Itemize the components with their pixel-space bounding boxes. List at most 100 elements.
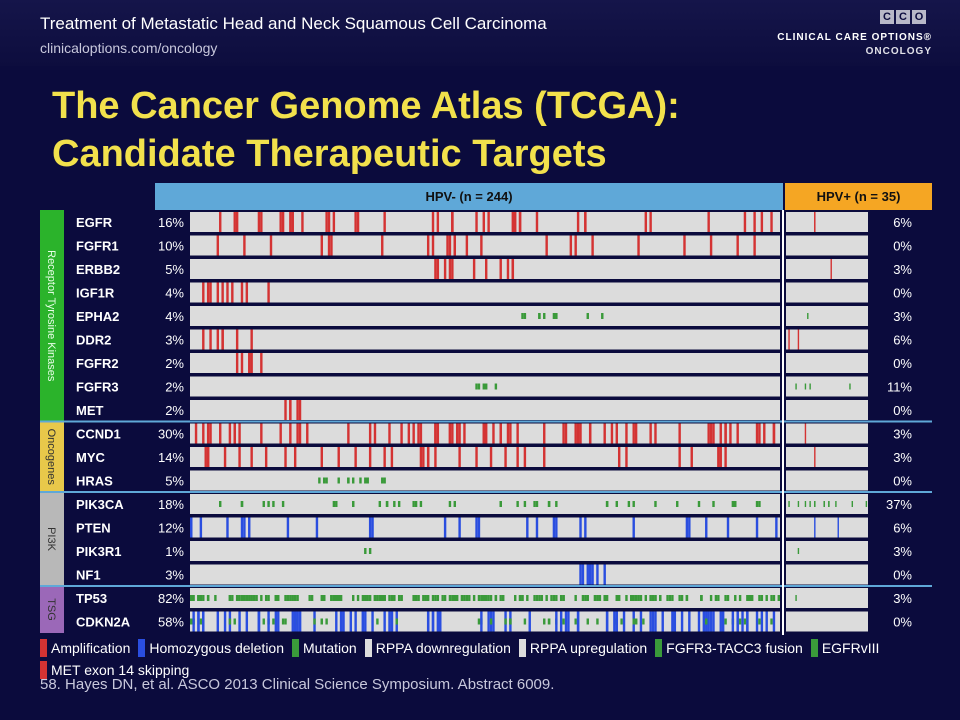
alteration-mark (373, 595, 377, 601)
alteration-mark (235, 212, 239, 232)
alteration-mark (455, 423, 459, 444)
alteration-mark (709, 611, 713, 632)
alteration-mark (581, 564, 585, 585)
alteration-mark (823, 501, 825, 507)
alteration-mark (368, 595, 372, 601)
alteration-mark (378, 595, 382, 601)
alteration-mark (523, 447, 527, 467)
alteration-mark (526, 517, 529, 538)
alteration-mark (286, 595, 290, 601)
alteration-mark (364, 477, 367, 484)
alteration-mark (581, 595, 585, 601)
alteration-mark (659, 595, 662, 601)
legend-item: RPPA downregulation (364, 637, 511, 659)
alteration-mark (235, 353, 239, 373)
alteration-mark (361, 611, 365, 632)
alteration-mark (724, 423, 727, 444)
alteration-mark (228, 595, 232, 601)
alteration-mark (475, 212, 478, 232)
alteration-mark (281, 618, 285, 625)
alteration-mark (707, 212, 710, 232)
legend-swatch (40, 639, 47, 657)
alteration-mark (458, 423, 461, 444)
alteration-mark (320, 447, 323, 467)
alteration-mark (630, 595, 633, 601)
alteration-mark (533, 595, 536, 601)
alteration-mark (214, 595, 217, 601)
hpv-pos-percent: 0% (893, 403, 912, 418)
alteration-mark (197, 595, 200, 601)
legend-swatch (40, 661, 47, 679)
alteration-mark (260, 595, 263, 601)
alteration-mark (190, 618, 193, 625)
alteration-mark (494, 595, 498, 601)
alteration-mark (364, 611, 367, 632)
alteration-mark (337, 447, 340, 467)
alteration-mark (293, 447, 297, 467)
hpv-pos-percent: 11% (887, 380, 912, 395)
grid-row-hpv-neg (190, 470, 780, 491)
alteration-mark (758, 618, 761, 625)
alteration-mark (448, 259, 452, 279)
alteration-mark (504, 447, 507, 467)
alteration-mark (489, 618, 493, 625)
alteration-mark (417, 595, 420, 601)
alteration-mark (538, 595, 541, 601)
alteration-mark (485, 595, 488, 601)
gene-label: CCND1 (76, 427, 121, 442)
alteration-mark (463, 595, 466, 601)
alteration-mark (562, 595, 565, 601)
gene-label: FGFR2 (76, 356, 119, 371)
alteration-mark (202, 595, 205, 601)
hpv-pos-percent: 0% (893, 615, 912, 630)
alteration-mark (460, 595, 464, 601)
alteration-mark (383, 611, 386, 632)
alteration-mark (451, 212, 454, 232)
alteration-mark (543, 618, 546, 625)
alteration-mark (475, 517, 478, 538)
alteration-mark (506, 423, 510, 444)
alteration-mark (644, 212, 648, 232)
alteration-mark (620, 618, 623, 625)
alteration-mark (356, 595, 360, 601)
alteration-mark (209, 329, 212, 350)
alteration-mark (443, 517, 447, 538)
alteration-mark (777, 595, 780, 601)
alteration-mark (199, 517, 203, 538)
alteration-mark (731, 611, 735, 632)
alteration-mark (760, 595, 764, 601)
alteration-mark (574, 595, 577, 601)
group-side-bar (40, 586, 64, 633)
alteration-mark (576, 212, 580, 232)
alteration-mark (719, 423, 722, 444)
alteration-mark (364, 595, 367, 601)
alteration-mark (482, 383, 485, 390)
alteration-mark (538, 313, 541, 319)
alteration-mark (262, 618, 265, 625)
alteration-mark (390, 447, 394, 467)
alteration-mark (330, 235, 333, 256)
alteration-mark (719, 611, 722, 632)
alteration-mark (238, 447, 241, 467)
alteration-mark (814, 212, 816, 232)
alteration-mark (654, 423, 657, 444)
alteration-mark (385, 501, 389, 507)
gene-label: PIK3CA (76, 497, 124, 512)
alteration-mark (281, 212, 285, 232)
alteration-mark (644, 595, 648, 601)
gene-label: FGFR3 (76, 380, 119, 395)
grid-row-hpv-pos (786, 400, 868, 420)
alteration-mark (298, 400, 302, 420)
alteration-mark (736, 423, 739, 444)
alteration-mark (851, 501, 854, 507)
alteration-mark (318, 477, 321, 484)
alteration-mark (269, 235, 273, 256)
alteration-mark (322, 595, 326, 601)
alteration-mark (717, 447, 720, 467)
alteration-mark (697, 611, 701, 632)
header-title: Treatment of Metastatic Head and Neck Sq… (40, 14, 547, 33)
alteration-mark (342, 611, 345, 632)
alteration-mark (770, 595, 773, 601)
alteration-mark (651, 595, 655, 601)
alteration-mark (543, 447, 546, 467)
